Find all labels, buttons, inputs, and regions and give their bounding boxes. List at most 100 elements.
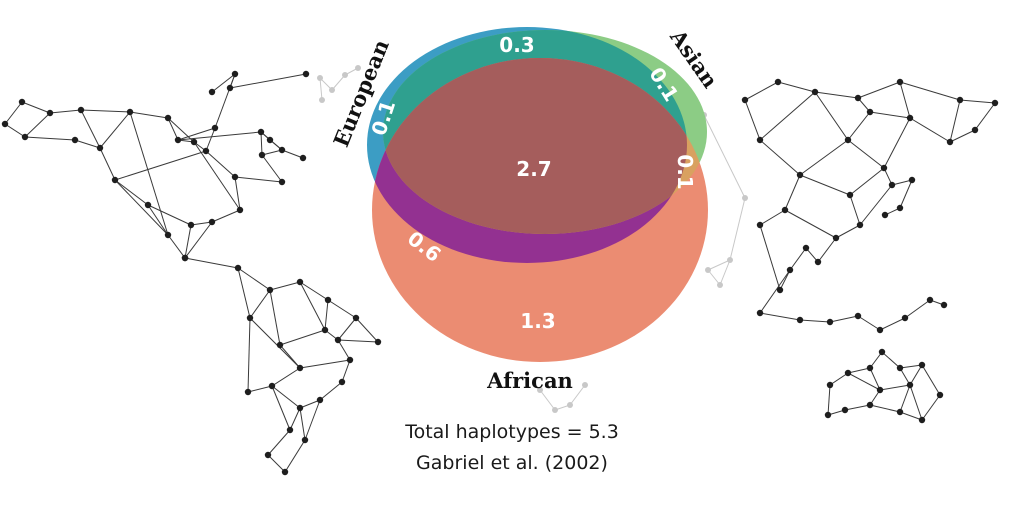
network-link [184,221,213,259]
network-node [896,408,904,416]
network-node [321,326,329,334]
network-link [974,102,996,131]
network-link [849,167,885,196]
network-node [876,326,884,334]
network-node [334,336,342,344]
network-link [859,184,893,226]
network-link [114,150,207,181]
network-link [211,73,236,93]
network-link [814,91,849,141]
network-node [918,361,926,369]
network-node [96,144,104,152]
citation-caption: Gabriel et al. (2002) [416,452,608,474]
network-link [190,221,213,226]
network-node [866,401,874,409]
network-link [909,364,923,386]
network-node [111,176,119,184]
network-link [949,99,961,143]
network-link [299,281,326,331]
network-node [841,406,849,414]
network-node [338,378,346,386]
network-link [759,209,786,226]
network-link [857,81,901,99]
network-link [167,117,179,141]
network-link [789,247,807,271]
network-node [174,136,182,144]
network-node [926,296,934,304]
network-node [126,108,134,116]
network-link [777,81,816,93]
network-node [854,312,862,320]
all-three-overlap [383,58,687,234]
network-link [271,367,301,387]
network-link [847,139,885,169]
network-link [909,117,951,143]
network-link [184,257,239,269]
network-node [796,316,804,324]
network-node [211,124,219,132]
network-link [759,269,791,314]
network-link [289,407,301,431]
network-link [899,384,911,413]
network-link [759,91,816,141]
value-european-asian: 0.3 [499,33,534,57]
network-node [164,231,172,239]
network-node [258,151,266,159]
network-node [888,181,896,189]
network-node [190,138,198,146]
network-node [296,364,304,372]
network-node [1,120,9,128]
network-node [77,106,85,114]
network-link [827,384,831,416]
network-node [355,65,361,71]
network-node [876,386,884,394]
network-node [727,257,733,263]
network-node [826,381,834,389]
network-link [284,439,306,473]
network-node [278,178,286,186]
network-nodes [1,65,999,476]
network-node [246,314,254,322]
network-link [184,224,192,259]
network-node [18,98,26,106]
network-link [237,267,271,291]
network-node [324,296,332,304]
network-node [21,133,29,141]
network-node [342,72,348,78]
world-network-map [1,65,999,476]
network-link [844,404,871,411]
network-node [776,286,784,294]
network-node [756,136,764,144]
network-link [921,364,941,396]
network-node [352,314,360,322]
network-node [299,154,307,162]
network-link [4,123,26,138]
network-link [234,176,283,183]
network-node [187,221,195,229]
network-link [205,127,216,152]
network-link [167,117,195,143]
network-node [257,128,265,136]
network-link [909,384,923,421]
network-link [205,150,236,178]
network-link [249,317,301,369]
network-node [956,96,964,104]
network-link [279,344,301,369]
network-link [759,224,781,291]
network-link [324,299,329,331]
network-link [703,114,746,199]
venn-circles [367,27,708,362]
network-node [866,108,874,116]
network-node [346,356,354,364]
network-link [269,281,301,291]
network-node [276,341,284,349]
network-link [835,224,861,239]
network-node [264,451,272,459]
network-link [99,147,116,181]
network-node [374,338,382,346]
network-node [774,78,782,86]
network-node [226,84,234,92]
network-link [759,312,801,321]
network-link [949,129,976,143]
